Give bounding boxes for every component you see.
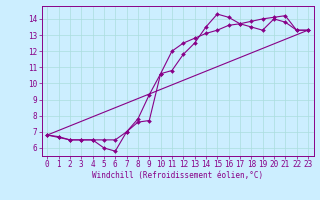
X-axis label: Windchill (Refroidissement éolien,°C): Windchill (Refroidissement éolien,°C) <box>92 171 263 180</box>
